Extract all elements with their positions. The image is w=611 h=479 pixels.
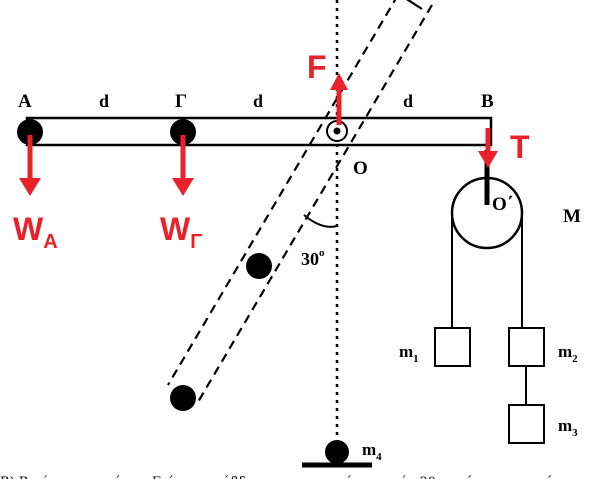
caption-text: Β) Βρείτε την τιμή της F ώστε η ράβδος ν… — [0, 475, 586, 479]
block-m3 — [509, 405, 544, 443]
label-W-A: WA — [13, 211, 58, 253]
ball-rod-end — [170, 385, 196, 411]
label-Gamma: Γ — [175, 91, 187, 112]
block-m2 — [509, 328, 544, 366]
block-m1 — [435, 328, 470, 366]
label-M: M — [563, 206, 581, 227]
ball-m4 — [325, 440, 349, 464]
label-distance-3: d — [403, 91, 413, 111]
label-T: T — [510, 129, 530, 165]
label-m2: m2 — [558, 342, 578, 365]
angle-arc — [304, 215, 337, 227]
label-W-Gamma: WΓ — [160, 211, 202, 253]
inclined-rod-top-cap — [405, 0, 422, 9]
label-distance-1: d — [99, 91, 109, 111]
label-m1: m1 — [399, 342, 419, 365]
ball-rod-middle — [246, 253, 272, 279]
inclined-rod — [168, 0, 432, 402]
label-distance-2: d — [253, 91, 263, 111]
label-B: B — [481, 91, 494, 112]
label-angle: 30o — [301, 247, 325, 269]
label-O-prime: O΄ — [492, 194, 513, 215]
label-A: A — [18, 91, 32, 112]
label-m4: m4 — [362, 440, 382, 463]
label-m3: m3 — [558, 416, 578, 439]
pivot-O-center — [334, 128, 341, 135]
label-F: F — [307, 49, 327, 85]
label-O: O — [353, 158, 368, 179]
horizontal-beam — [27, 118, 491, 145]
